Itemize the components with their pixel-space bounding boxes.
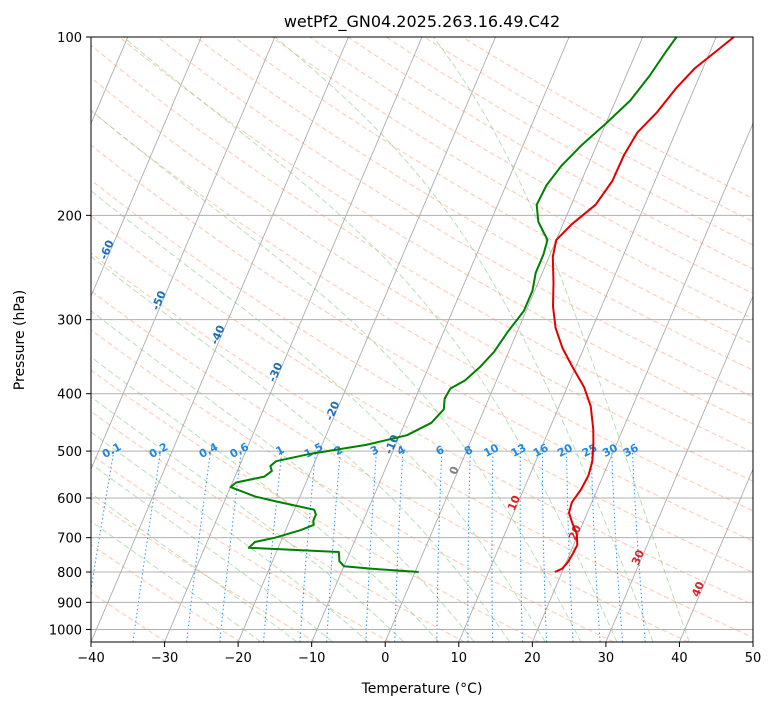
x-tick-label: 50 [745, 651, 762, 666]
x-axis-label: Temperature (°C) [361, 681, 483, 697]
x-tick-label: 20 [524, 651, 541, 666]
x-tick-label: −10 [298, 651, 325, 666]
y-tick-label: 100 [57, 31, 82, 46]
x-tick-label: −30 [151, 651, 178, 666]
x-tick-label: 0 [381, 651, 389, 666]
y-axis-label: Pressure (hPa) [12, 290, 28, 390]
y-tick-label: 500 [57, 445, 82, 460]
x-tick-label: 10 [451, 651, 468, 666]
y-tick-label: 900 [57, 596, 82, 611]
y-tick-label: 700 [57, 532, 82, 547]
y-tick-label: 800 [57, 566, 82, 581]
x-tick-label: −20 [224, 651, 251, 666]
x-tick-label: 40 [671, 651, 688, 666]
y-tick-label: 300 [57, 314, 82, 329]
y-tick-label: 600 [57, 492, 82, 507]
y-tick-label: 400 [57, 388, 82, 403]
y-tick-label: 200 [57, 209, 82, 224]
x-tick-label: 30 [598, 651, 615, 666]
y-tick-label: 1000 [49, 623, 82, 638]
x-tick-label: −40 [77, 651, 104, 666]
chart-title: wetPf2_GN04.2025.263.16.49.C42 [284, 12, 560, 32]
